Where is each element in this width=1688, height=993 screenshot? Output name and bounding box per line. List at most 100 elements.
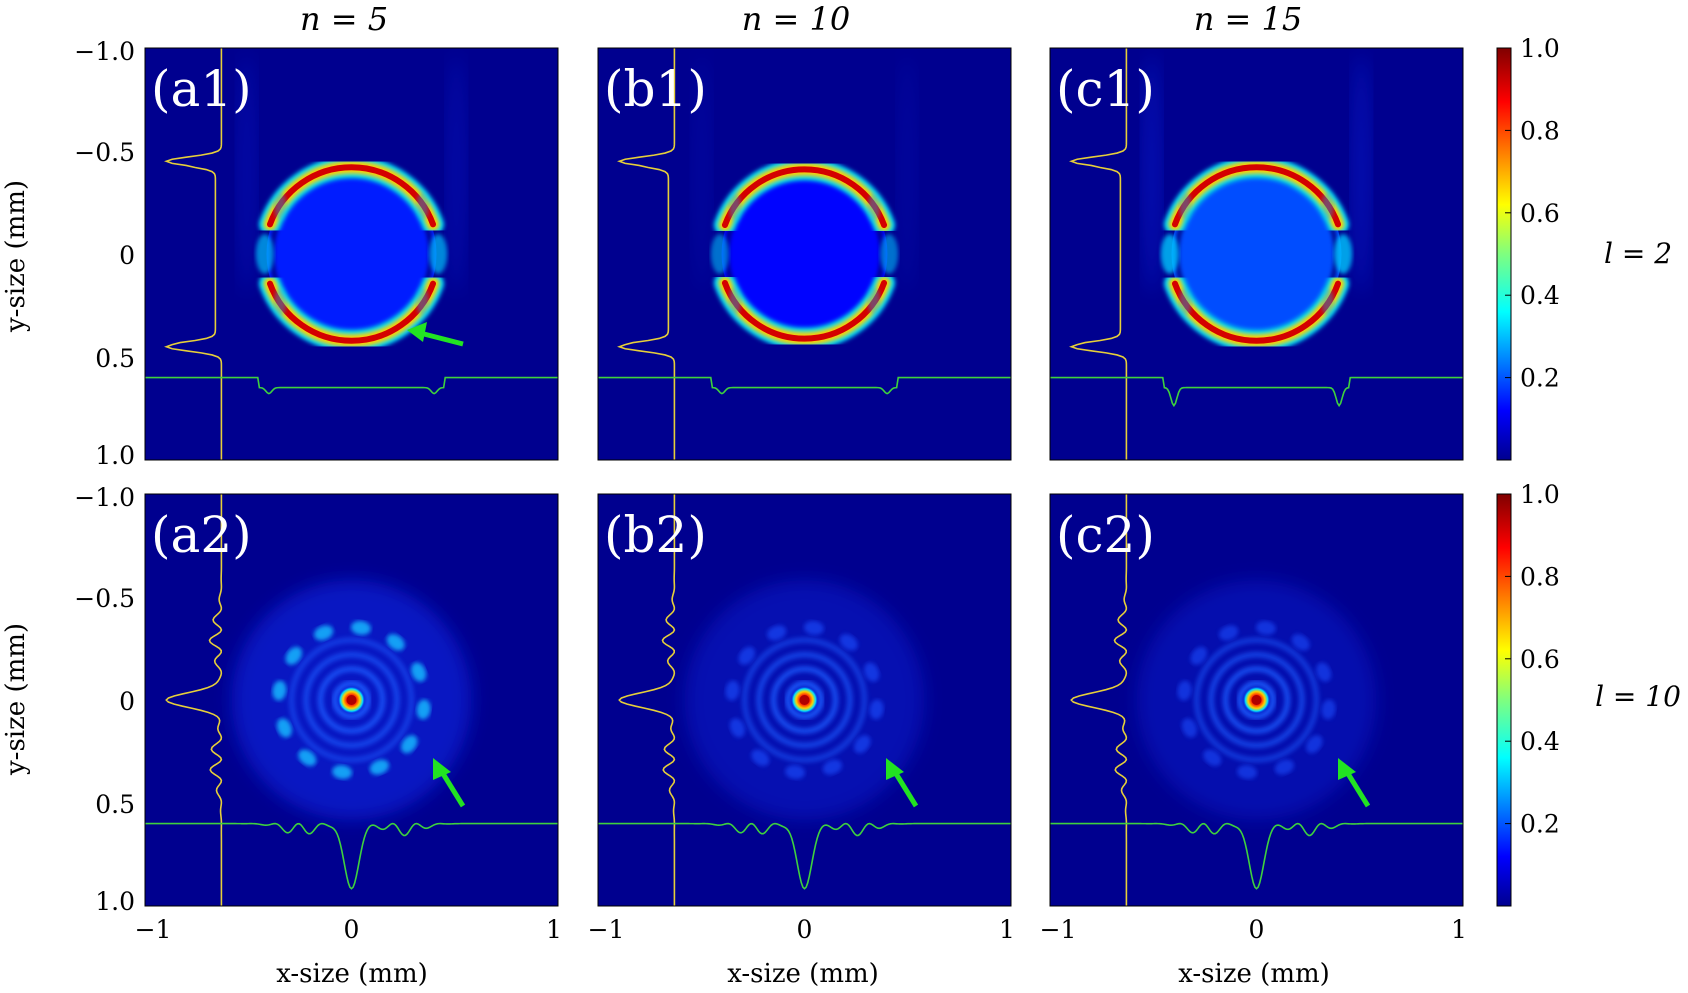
concentric-ring xyxy=(1236,680,1277,720)
vertical-profile-line xyxy=(617,48,676,460)
ring-side-blob xyxy=(729,193,742,222)
concentric-ring xyxy=(303,651,400,749)
outer-spot xyxy=(350,620,371,635)
central-peak-core xyxy=(1251,695,1262,705)
panel-image xyxy=(145,494,558,906)
row-label-l2: l = 2 xyxy=(1604,237,1672,270)
outer-spot xyxy=(738,646,756,665)
side-streak xyxy=(691,54,712,294)
outer-spot xyxy=(1177,680,1192,701)
arrow-head xyxy=(407,322,427,342)
concentric-ring xyxy=(317,666,386,734)
panel-frame xyxy=(597,493,1012,907)
outer-spot xyxy=(1237,765,1258,780)
panel-c2: (c2) xyxy=(1049,493,1464,907)
side-streak xyxy=(446,54,467,294)
horizontal-profile-line xyxy=(1050,822,1463,890)
panel-image xyxy=(598,48,1011,460)
row-label-l10: l = 10 xyxy=(1595,680,1681,713)
x-tick-label: 0 xyxy=(1249,915,1265,944)
y-tick-label: 0.5 xyxy=(95,344,135,373)
outer-spot xyxy=(725,680,740,701)
ring-side-blob xyxy=(1321,192,1334,221)
ring-core xyxy=(1171,169,1342,339)
outer-spot xyxy=(332,765,353,780)
arrow-shaft xyxy=(892,770,919,808)
y-tick-label: 0 xyxy=(119,241,135,270)
outer-spot xyxy=(839,634,858,651)
outer-spot xyxy=(869,699,884,720)
colorbar-row1: 1.0 0.8 0.6 0.4 0.2 xyxy=(1496,34,1560,461)
colorbar-row2-gradient xyxy=(1496,493,1512,907)
x-tick-label: −1 xyxy=(1040,915,1077,944)
side-streak xyxy=(1351,54,1372,294)
x-tick-label: 1 xyxy=(999,915,1015,944)
concentric-ring xyxy=(1208,651,1305,749)
horizontal-profile-line xyxy=(598,822,1011,890)
y-axis-label-row2: y-size (mm) xyxy=(1,623,31,776)
outer-spot xyxy=(1190,646,1208,665)
central-peak-core xyxy=(346,695,357,705)
vertical-profile-line xyxy=(618,494,676,906)
colorbar-tick-label: 0.4 xyxy=(1520,281,1560,310)
concentric-ring xyxy=(770,666,839,734)
outer-spot xyxy=(853,735,871,754)
panel-frame xyxy=(144,47,559,461)
panel-image xyxy=(598,494,1011,906)
column-title-n5: n = 5 xyxy=(300,0,388,38)
ring-side-blob xyxy=(880,234,899,274)
outer-spot xyxy=(803,620,824,635)
x-tick-label: −1 xyxy=(135,915,172,944)
colorbar-tick-label: 1.0 xyxy=(1520,480,1560,509)
panel-frame xyxy=(144,493,559,907)
y-tick-label: −1.0 xyxy=(74,483,135,512)
ring-side-blob xyxy=(710,234,729,274)
x-axis-label-col3: x-size (mm) xyxy=(1178,959,1330,989)
panel-label: (a1) xyxy=(151,60,252,118)
y-axis-label-row1: y-size (mm) xyxy=(1,180,31,333)
column-title-n15: n = 15 xyxy=(1194,0,1302,38)
colorbar-tick-label: 0.6 xyxy=(1520,645,1560,674)
outer-spot xyxy=(276,718,292,738)
side-streak xyxy=(1141,54,1162,294)
central-peak-core xyxy=(799,695,810,705)
outer-spot xyxy=(729,718,745,738)
vertical-profile-line xyxy=(1069,48,1128,460)
panel-a1: (a1) xyxy=(144,47,559,461)
outer-spot xyxy=(272,680,287,701)
panel-b2: (b2) xyxy=(597,493,1012,907)
y-tick-label: 1.0 xyxy=(95,441,135,470)
outer-spot xyxy=(416,699,431,720)
outer-spot xyxy=(285,646,303,665)
panel-image xyxy=(145,48,558,460)
ring-side-blob xyxy=(274,287,287,316)
panel-label: (b2) xyxy=(604,506,707,564)
vertical-profile-line xyxy=(1070,494,1128,906)
outer-spot xyxy=(298,749,317,766)
outer-spot xyxy=(369,759,389,775)
colorbar-tick-label: 1.0 xyxy=(1520,34,1560,63)
arrow-shaft xyxy=(439,770,466,808)
colorbar-tick-label: 0.4 xyxy=(1520,727,1560,756)
x-axis-label-col1: x-size (mm) xyxy=(276,959,428,989)
side-streak xyxy=(236,54,257,294)
panel-label: (b1) xyxy=(604,60,707,118)
x-tick-label: 1 xyxy=(1451,915,1467,944)
ring-side-blob xyxy=(867,286,880,315)
concentric-ring xyxy=(1222,666,1291,734)
side-streak xyxy=(897,54,918,294)
colorbar-row2-ticks: 1.0 0.8 0.6 0.4 0.2 xyxy=(1505,480,1560,839)
horizontal-profile-line xyxy=(145,822,558,890)
concentric-ring xyxy=(331,680,372,720)
ring-side-blob xyxy=(416,287,429,316)
arrow-head xyxy=(433,758,451,780)
concentric-ring xyxy=(288,637,415,763)
outer-spot xyxy=(1203,749,1222,766)
ring-side-blob xyxy=(729,286,742,315)
arrow-shaft xyxy=(1344,770,1371,808)
y-tick-label: −0.5 xyxy=(74,138,135,167)
arrow-head xyxy=(1338,758,1356,780)
y-tick-label: 0.5 xyxy=(95,790,135,819)
arrow-head xyxy=(886,758,904,780)
